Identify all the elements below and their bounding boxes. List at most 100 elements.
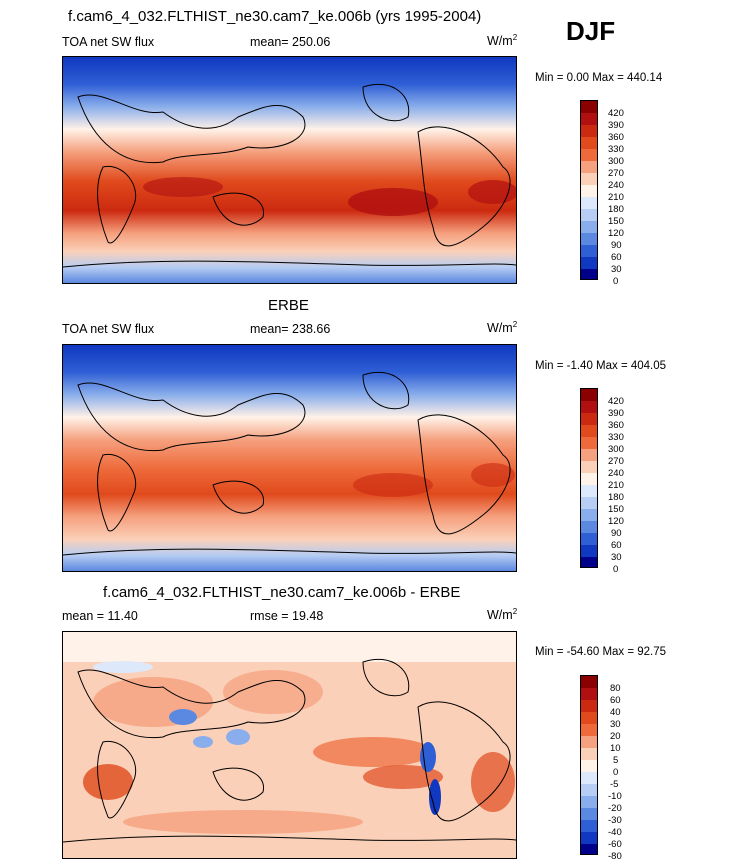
panel2-colorbar-swatch bbox=[581, 389, 597, 401]
panel3-tick: -5 bbox=[610, 779, 619, 790]
panel3-colorbar-swatch bbox=[581, 820, 597, 832]
panel2-tick: 240 bbox=[608, 468, 624, 479]
panel3-map bbox=[62, 631, 517, 859]
panel2-tick: 210 bbox=[608, 480, 624, 491]
panel2-tick: 360 bbox=[608, 420, 624, 431]
panel3-colorbar-swatch bbox=[581, 808, 597, 820]
panel2-colorbar-swatch bbox=[581, 497, 597, 509]
panel1-units: W/m2 bbox=[487, 33, 518, 49]
panel2-units: W/m2 bbox=[487, 320, 518, 336]
panel3-tick: 80 bbox=[610, 683, 621, 694]
panel3-colorbar-swatch bbox=[581, 832, 597, 844]
panel1-colorbar-swatch bbox=[581, 257, 597, 269]
panel3-tick: -10 bbox=[608, 791, 622, 802]
panel1-colorbar-swatch bbox=[581, 113, 597, 125]
panel1-tick: 0 bbox=[613, 276, 619, 287]
panel3-tick: 60 bbox=[610, 695, 621, 706]
panel1-colorbar-swatch bbox=[581, 245, 597, 257]
panel1-colorbar-swatch bbox=[581, 125, 597, 137]
panel2-tick: 300 bbox=[608, 444, 624, 455]
panel3-tick: 5 bbox=[613, 755, 619, 766]
panel1-colorbar-swatch bbox=[581, 197, 597, 209]
panel2-tick: 150 bbox=[608, 504, 624, 515]
panel2-colorbar-swatch bbox=[581, 425, 597, 437]
panel1-map bbox=[62, 56, 517, 284]
panel1-colorbar-swatch bbox=[581, 137, 597, 149]
panel2-mean-label: mean= 238.66 bbox=[250, 322, 331, 336]
panel3-colorbar-swatch bbox=[581, 688, 597, 700]
panel2-map bbox=[62, 344, 517, 572]
panel2-colorbar-swatch bbox=[581, 461, 597, 473]
panel2-colorbar-swatch bbox=[581, 557, 597, 567]
panel3-colorbar-swatch bbox=[581, 784, 597, 796]
panel3-tick: 0 bbox=[613, 767, 619, 778]
panel1-tick: 90 bbox=[611, 240, 622, 251]
panel1-tick: 270 bbox=[608, 168, 624, 179]
panel3-colorbar-swatch bbox=[581, 712, 597, 724]
panel3-rmse-label: rmse = 19.48 bbox=[250, 609, 324, 623]
panel2-colorbar-swatch bbox=[581, 401, 597, 413]
panel2-tick: 60 bbox=[611, 540, 622, 551]
panel3-colorbar bbox=[580, 675, 598, 855]
panel1-tick: 120 bbox=[608, 228, 624, 239]
panel3-colorbar-swatch bbox=[581, 772, 597, 784]
panel3-colorbar-swatch bbox=[581, 676, 597, 688]
panel1-colorbar-swatch bbox=[581, 185, 597, 197]
panel2-colorbar-swatch bbox=[581, 533, 597, 545]
panel1-minmax: Min = 0.00 Max = 440.14 bbox=[535, 72, 663, 84]
panel3-colorbar-swatch bbox=[581, 760, 597, 772]
panel3-tick: 30 bbox=[610, 719, 621, 730]
panel2-tick: 330 bbox=[608, 432, 624, 443]
panel1-colorbar-swatch bbox=[581, 161, 597, 173]
panel1-colorbar-swatch bbox=[581, 101, 597, 113]
panel1-colorbar-swatch bbox=[581, 209, 597, 221]
panel1-tick: 390 bbox=[608, 120, 624, 131]
panel1-tick: 180 bbox=[608, 204, 624, 215]
panel2-tick: 120 bbox=[608, 516, 624, 527]
season-label: DJF bbox=[566, 16, 616, 46]
panel3-tick: -80 bbox=[608, 851, 622, 862]
panel3-colorbar-swatch bbox=[581, 736, 597, 748]
panel2-colorbar-swatch bbox=[581, 521, 597, 533]
panel3-units: W/m2 bbox=[487, 607, 518, 623]
panel1-tick: 300 bbox=[608, 156, 624, 167]
panel3-tick: -30 bbox=[608, 815, 622, 826]
panel1-tick: 330 bbox=[608, 144, 624, 155]
panel2-tick: 270 bbox=[608, 456, 624, 467]
panel1-variable-label: TOA net SW flux bbox=[62, 35, 155, 49]
panel3-tick: 40 bbox=[610, 707, 621, 718]
panel3-colorbar-swatch bbox=[581, 700, 597, 712]
panel3-colorbar-swatch bbox=[581, 748, 597, 760]
panel2-tick: 420 bbox=[608, 396, 624, 407]
panel2-colorbar-swatch bbox=[581, 437, 597, 449]
panel3-colorbar-swatch bbox=[581, 796, 597, 808]
panel1-tick: 360 bbox=[608, 132, 624, 143]
panel2-colorbar-swatch bbox=[581, 413, 597, 425]
panel2-minmax: Min = -1.40 Max = 404.05 bbox=[535, 360, 667, 372]
panel1-colorbar-swatch bbox=[581, 173, 597, 185]
panel3-mean-label: mean = 11.40 bbox=[62, 609, 138, 623]
panel2-colorbar bbox=[580, 388, 598, 568]
panel2-colorbar-swatch bbox=[581, 449, 597, 461]
panel1-tick: 210 bbox=[608, 192, 624, 203]
panel3-tick: 20 bbox=[610, 731, 621, 742]
panel3-tick: -20 bbox=[608, 803, 622, 814]
panel1-title: f.cam6_4_032.FLTHIST_ne30.cam7_ke.006b (… bbox=[68, 8, 482, 25]
panel2-colorbar-swatch bbox=[581, 509, 597, 521]
panel2-tick: 0 bbox=[613, 564, 619, 575]
panel1-colorbar bbox=[580, 100, 598, 280]
panel1-tick: 60 bbox=[611, 252, 622, 263]
panel1-colorbar-swatch bbox=[581, 221, 597, 233]
panel3-tick: -60 bbox=[608, 839, 622, 850]
panel2-tick: 180 bbox=[608, 492, 624, 503]
panel3-colorbar-swatch bbox=[581, 844, 597, 854]
panel3-tick: -40 bbox=[608, 827, 622, 838]
panel2-colorbar-swatch bbox=[581, 473, 597, 485]
panel3-tick: 10 bbox=[610, 743, 621, 754]
panel3-title: f.cam6_4_032.FLTHIST_ne30.cam7_ke.006b -… bbox=[103, 584, 461, 601]
panel1-tick: 30 bbox=[611, 264, 622, 275]
panel2-variable-label: TOA net SW flux bbox=[62, 322, 155, 336]
panel1-tick: 150 bbox=[608, 216, 624, 227]
panel2-tick: 90 bbox=[611, 528, 622, 539]
panel1-colorbar-swatch bbox=[581, 149, 597, 161]
